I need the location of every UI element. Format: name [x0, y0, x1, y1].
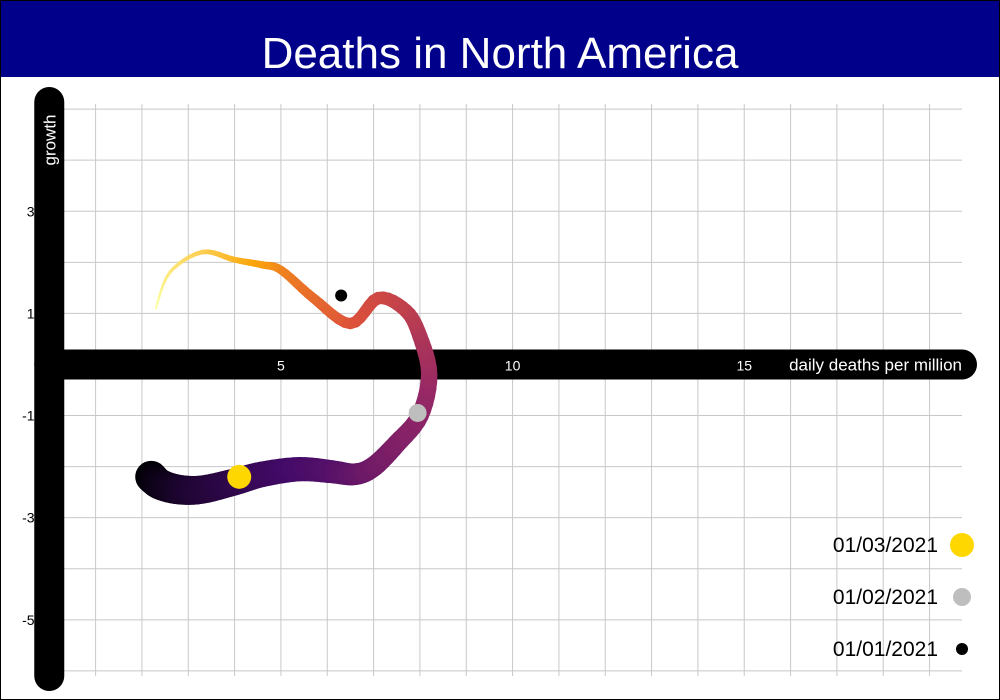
grid — [40, 104, 962, 676]
y-tick-label: 3% — [27, 203, 47, 219]
x-tick-label: 10 — [505, 357, 521, 373]
title-bar: Deaths in North America — [1, 1, 999, 78]
legend: 01/03/2021 01/02/2021 01/01/2021 — [833, 533, 974, 661]
x-tick-label: 15 — [736, 357, 752, 373]
chart-title: Deaths in North America — [261, 29, 739, 78]
y-tick-label: -1% — [22, 408, 47, 424]
trajectory-segment — [154, 303, 159, 310]
y-tick-label: 1% — [27, 305, 47, 321]
trajectory-segment — [157, 290, 162, 300]
highlight-marker-2 — [408, 403, 427, 422]
legend-label: 01/02/2021 — [833, 586, 938, 609]
x-tick-label: 5 — [277, 357, 285, 373]
legend-label: 01/01/2021 — [833, 638, 938, 661]
highlight-marker-3 — [335, 289, 348, 302]
trajectory-segment — [159, 283, 165, 294]
legend-marker — [953, 588, 971, 606]
y-axis-label: growth — [40, 114, 59, 165]
legend-label: 01/03/2021 — [833, 534, 938, 557]
legend-marker — [950, 533, 974, 557]
x-axis-label: daily deaths per million — [789, 355, 962, 374]
y-tick-label: -3% — [22, 510, 47, 526]
highlight-marker-1 — [227, 464, 252, 489]
y-tick-label: -5% — [22, 612, 47, 628]
legend-marker — [956, 643, 968, 655]
